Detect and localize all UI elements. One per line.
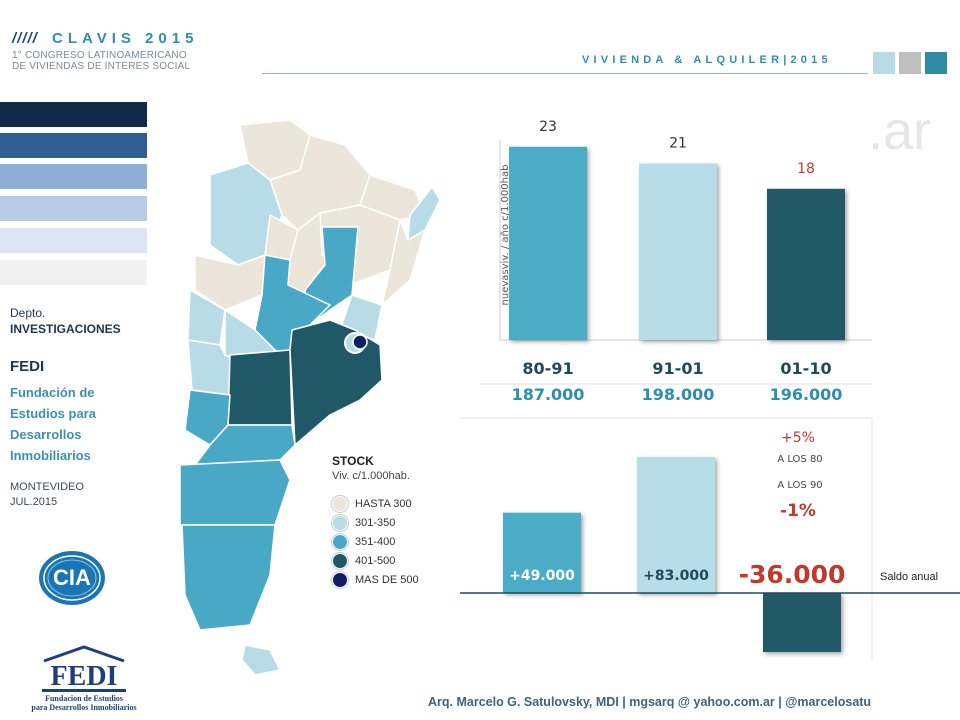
legend-item-3: 351-400: [332, 532, 419, 551]
cia-logo-text: CIA: [53, 565, 91, 590]
top-bar-value-2: 21: [669, 136, 687, 152]
bottom-bar-01-10: [763, 593, 841, 652]
dept-line-1: Depto.: [10, 306, 46, 320]
dept-line-2: INVESTIGACIONES: [10, 322, 121, 336]
header-subtitle-1: 1° CONGRESO LATINOAMERICANO: [12, 50, 187, 61]
map-legend-subtitle: Viv. c/1.000hab.: [332, 470, 410, 482]
sidebar-strip-6: [0, 260, 147, 285]
bottom-bar-label-3: -36.000: [739, 560, 846, 589]
header-subtitle-2: DE VIVIENDAS DE INTERES SOCIAL: [12, 61, 191, 72]
top-bar-value-1: 23: [539, 119, 557, 135]
header-brand: CLAVIS 2015: [52, 30, 199, 47]
top-total-3: 196.000: [770, 385, 843, 404]
legend-label-2: 301-350: [355, 516, 396, 529]
bottom-chart-annotations: +5% A LOS 80 A LOS 90 -1%: [777, 430, 822, 521]
annotation-pct-up: +5%: [781, 430, 815, 446]
legend-swatch-2: [332, 514, 348, 531]
chart-annual-balance: +49.000 +83.000 -36.000 +5% A LOS 80 A LOS…: [460, 417, 960, 660]
legend-item-4: 401-500: [332, 551, 419, 570]
sidebar-date: JUL.2015: [10, 496, 58, 508]
watermark-text: .ar: [868, 101, 932, 161]
legend-label-4: 401-500: [355, 554, 396, 567]
legend-swatch-4: [332, 552, 348, 569]
sidebar-strip-5: [0, 228, 147, 253]
header-slashes: /////: [12, 30, 38, 47]
legend-item-2: 301-350: [332, 513, 419, 532]
top-chart-ylabel: nuevasviv. / año c/1.000hab: [500, 165, 511, 306]
fedi-logo-sub2: para Desarrollos Inmobiliarios: [31, 703, 136, 712]
sidebar-strip-2: [0, 133, 147, 158]
cia-logo: CIA: [39, 551, 105, 605]
province-tierra-del-fuego: [241, 644, 281, 676]
bottom-bar-80-91: [503, 512, 581, 593]
sidebar-city: MONTEVIDEO: [10, 481, 84, 493]
sidebar-fedi: FEDI: [10, 358, 45, 375]
top-bar-value-3: 18: [797, 161, 815, 177]
sidebar-department: Depto. INVESTIGACIONES: [10, 305, 121, 337]
top-category-1: 80-91: [522, 359, 573, 378]
annotation-pct-down: -1%: [780, 501, 816, 521]
top-category-2: 91-01: [652, 359, 703, 378]
header-square-2: [899, 52, 921, 74]
bottom-bar-label-2: +83.000: [643, 568, 709, 584]
top-total-2: 198.000: [642, 385, 715, 404]
province-chubut: [179, 459, 291, 526]
charts-canvas: nuevasviv. / año c/1.000hab 23 21 18 80-91…: [460, 119, 960, 660]
legend-item-5: MAS DE 500: [332, 570, 419, 589]
legend-label-5: MAS DE 500: [355, 573, 419, 586]
annotation-line-2: A LOS 90: [777, 480, 822, 491]
argentina-map: [179, 119, 441, 676]
legend-swatch-1: [332, 495, 348, 512]
legend-swatch-3: [332, 533, 348, 550]
sidebar-strip-4: [0, 196, 147, 221]
sidebar-strip-1: [0, 102, 147, 127]
chart-new-housing: nuevasviv. / año c/1.000hab 23 21 18 80-91…: [480, 119, 872, 404]
top-bar-01-10: [767, 188, 845, 340]
header-divider: [262, 73, 868, 74]
province-buenos-aires: [289, 319, 383, 446]
sidebar-place-date: MONTEVIDEO JUL.2015: [10, 480, 120, 510]
province-santa-cruz: [181, 524, 276, 631]
sidebar-strip-3: [0, 164, 147, 189]
top-category-3: 01-10: [780, 359, 831, 378]
caba-dot: [352, 334, 368, 350]
fedi-logo-sub1: Fundacion de Estudios: [45, 694, 123, 703]
map-legend: HASTA 300 301-350 351-400 401-500 MAS DE…: [332, 494, 419, 589]
annotation-line-1: A LOS 80: [777, 454, 822, 465]
sidebar-fedi-full-name: Fundación de Estudios para Desarrollos I…: [10, 385, 96, 463]
header-square-3: [925, 52, 947, 74]
header-right-title: VIVIENDA & ALQUILER|2015: [582, 54, 832, 66]
fedi-logo-text: FEDI: [51, 661, 118, 692]
baseline-label: Saldo anual: [880, 571, 939, 583]
top-total-1: 187.000: [512, 385, 585, 404]
top-bar-91-01: [639, 163, 717, 340]
map-legend-title: STOCK: [332, 454, 374, 468]
legend-label-3: 351-400: [355, 535, 396, 548]
legend-item-1: HASTA 300: [332, 494, 419, 513]
bottom-bar-label-1: +49.000: [509, 568, 575, 584]
top-bar-80-91: [509, 146, 587, 340]
bottom-bar-91-01: [637, 457, 715, 593]
legend-label-1: HASTA 300: [355, 497, 412, 510]
footer-credit: Arq. Marcelo G. Satulovsky, MDI | mgsarq…: [428, 695, 872, 709]
fedi-logo: FEDI Fundacion de Estudios para Desarrol…: [31, 645, 137, 712]
province-misiones: [407, 186, 441, 241]
header-square-1: [873, 52, 895, 74]
province-la-pampa: [227, 349, 293, 426]
legend-swatch-5: [332, 571, 348, 588]
